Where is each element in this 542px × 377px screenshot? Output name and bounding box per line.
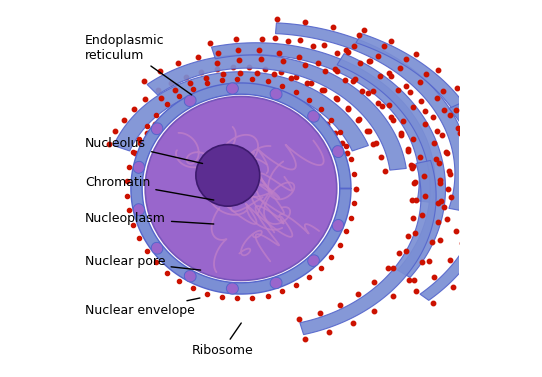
Text: Ribosome: Ribosome [191,323,253,357]
Ellipse shape [308,255,319,267]
Ellipse shape [270,277,282,289]
Ellipse shape [270,88,282,100]
Ellipse shape [133,204,145,216]
Ellipse shape [151,242,163,254]
Polygon shape [147,55,406,170]
Text: Nucleoplasm: Nucleoplasm [85,212,214,225]
Ellipse shape [151,123,163,135]
Ellipse shape [184,95,196,107]
Ellipse shape [332,219,344,231]
Polygon shape [356,34,489,236]
Ellipse shape [227,283,238,294]
Polygon shape [211,43,435,202]
Ellipse shape [196,144,260,206]
Polygon shape [420,104,494,300]
Ellipse shape [308,110,319,122]
Ellipse shape [227,83,238,94]
Polygon shape [275,23,469,211]
Ellipse shape [332,146,344,158]
Polygon shape [300,161,436,335]
Ellipse shape [145,97,337,280]
Text: Nucleolus: Nucleolus [85,137,203,164]
Text: Endoplasmic
reticulum: Endoplasmic reticulum [85,34,192,95]
Text: Chromatin: Chromatin [85,176,214,200]
Text: Nuclear envelope: Nuclear envelope [85,298,200,317]
Text: Nuclear pore: Nuclear pore [85,255,201,270]
Polygon shape [337,54,446,277]
Ellipse shape [133,161,145,173]
Ellipse shape [184,270,196,282]
Polygon shape [131,83,351,294]
Polygon shape [113,72,369,151]
